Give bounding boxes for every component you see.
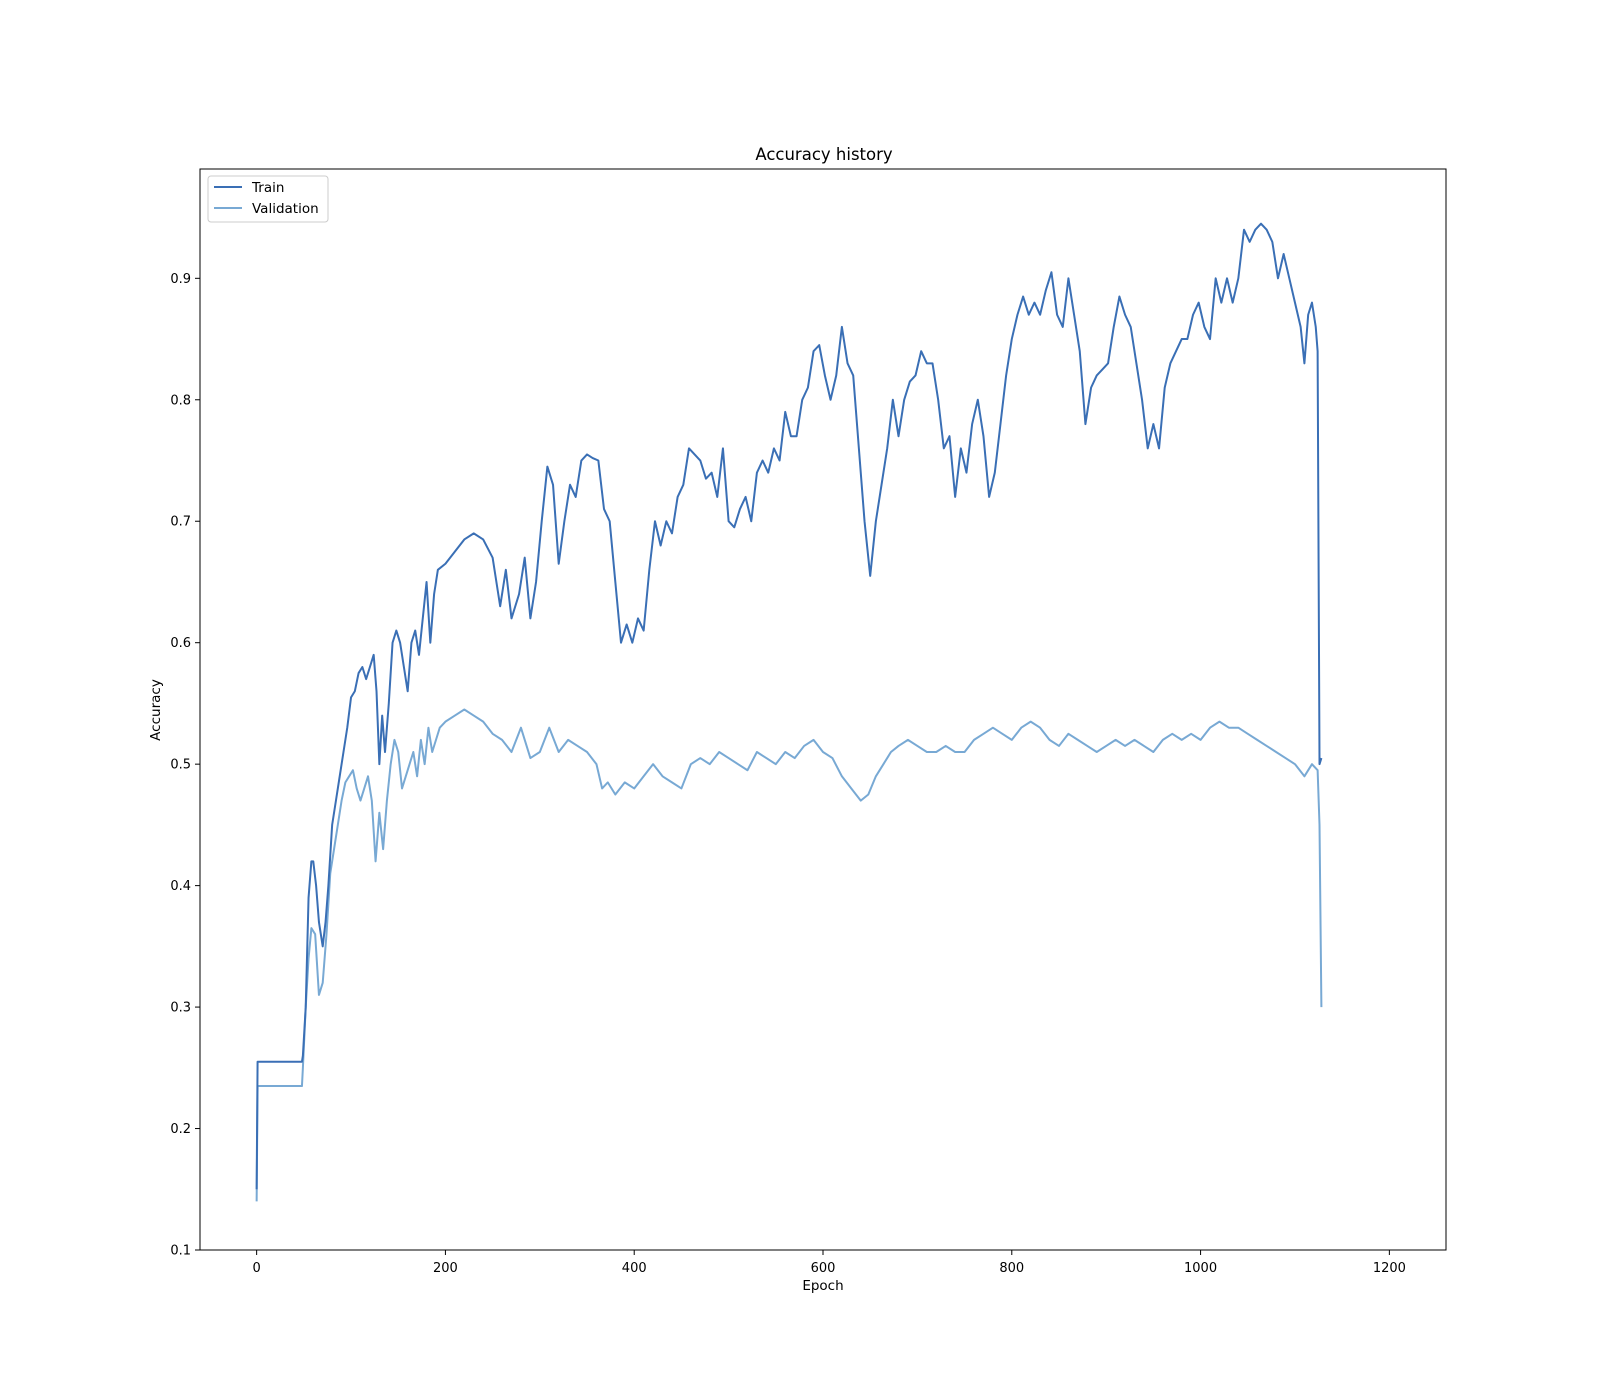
legend: Train Validation	[207, 175, 329, 223]
chart-title: Accuracy history	[755, 145, 893, 164]
series-line-validation	[255, 708, 1323, 1202]
x-tick-label-5: 1000	[1184, 1261, 1217, 1276]
x-axis: 0 200 400 600 800 1000 1200	[252, 1250, 1406, 1276]
y-tick-label-6: 0.7	[170, 515, 191, 530]
y-tick-label-4: 0.5	[170, 758, 191, 773]
legend-label-train: Train	[251, 180, 284, 196]
series-line-train	[255, 222, 1323, 1190]
x-tick-label-4: 800	[999, 1261, 1024, 1276]
x-axis-label: Epoch	[802, 1278, 843, 1294]
x-tick-label-1: 200	[433, 1261, 458, 1276]
x-tick-label-6: 1200	[1373, 1261, 1406, 1276]
y-tick-label-7: 0.8	[170, 393, 191, 408]
x-tick-label-3: 600	[811, 1261, 836, 1276]
y-tick-label-0: 0.1	[170, 1244, 191, 1259]
legend-label-validation: Validation	[252, 201, 319, 217]
x-tick-label-0: 0	[252, 1261, 260, 1276]
y-axis-label: Accuracy	[148, 679, 164, 741]
y-tick-label-5: 0.6	[170, 636, 191, 651]
y-tick-label-8: 0.9	[170, 272, 191, 287]
x-tick-label-2: 400	[622, 1261, 647, 1276]
y-axis: 0.1 0.2 0.3 0.4 0.5 0.6 0.7 0.8 0.9	[170, 272, 200, 1259]
series-layer	[255, 222, 1323, 1202]
y-tick-label-1: 0.2	[170, 1122, 191, 1137]
y-tick-label-3: 0.4	[170, 879, 191, 894]
y-tick-label-2: 0.3	[170, 1001, 191, 1016]
